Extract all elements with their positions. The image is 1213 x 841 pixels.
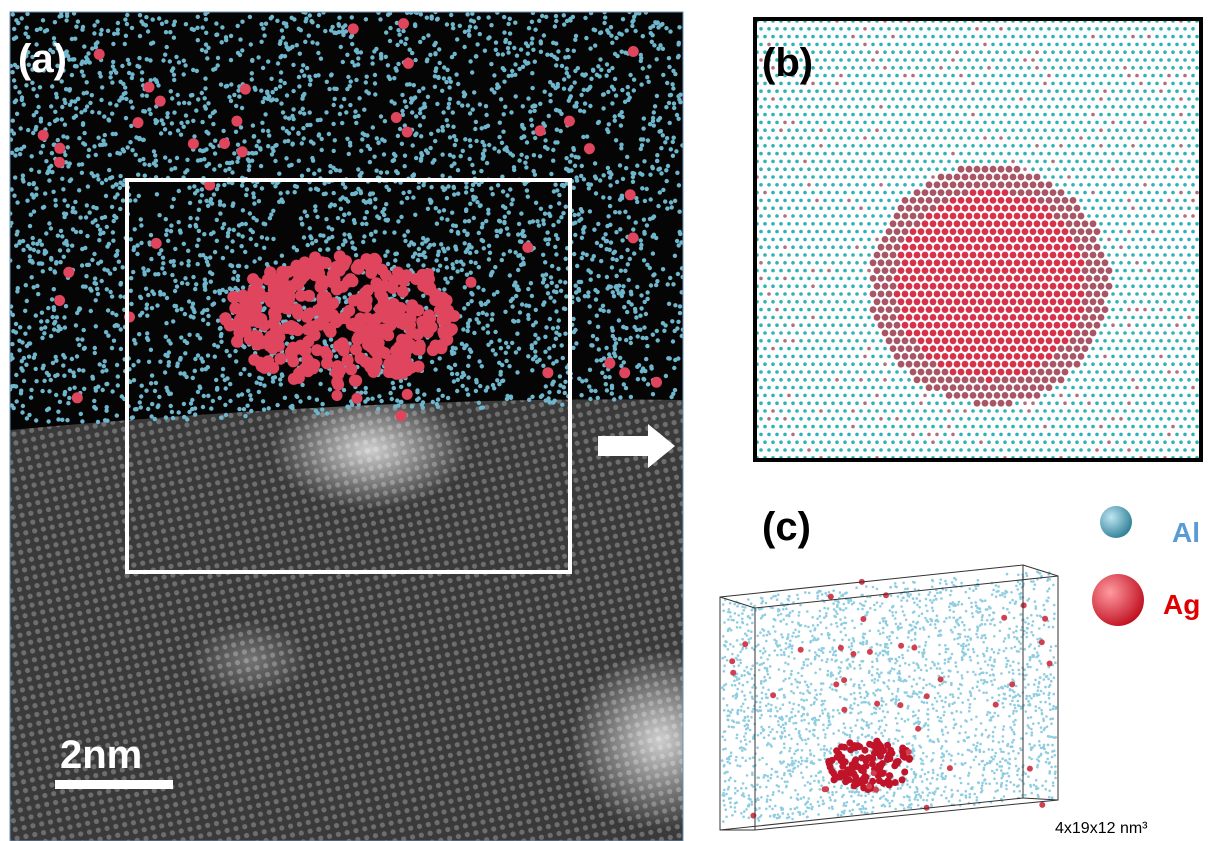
- panel-label: (b): [762, 41, 813, 85]
- legend-label: Ag: [1163, 589, 1200, 620]
- legend-label: Al: [1172, 517, 1200, 548]
- figure: (a) 2nm (b) (c) 4x19x12 nm³ Al Ag: [0, 0, 1213, 841]
- dimensions: 4x19x12 nm³: [1055, 820, 1148, 837]
- legend-swatch: [1100, 506, 1132, 538]
- scale-bar-label: 2nm: [60, 733, 142, 777]
- panel-c: [720, 565, 1058, 830]
- panel-a: [8, 10, 750, 841]
- panel-b: [755, 19, 1213, 467]
- legend-swatch: [1092, 574, 1144, 626]
- panel-label: (a): [18, 37, 67, 81]
- panel-label: (c): [762, 505, 811, 549]
